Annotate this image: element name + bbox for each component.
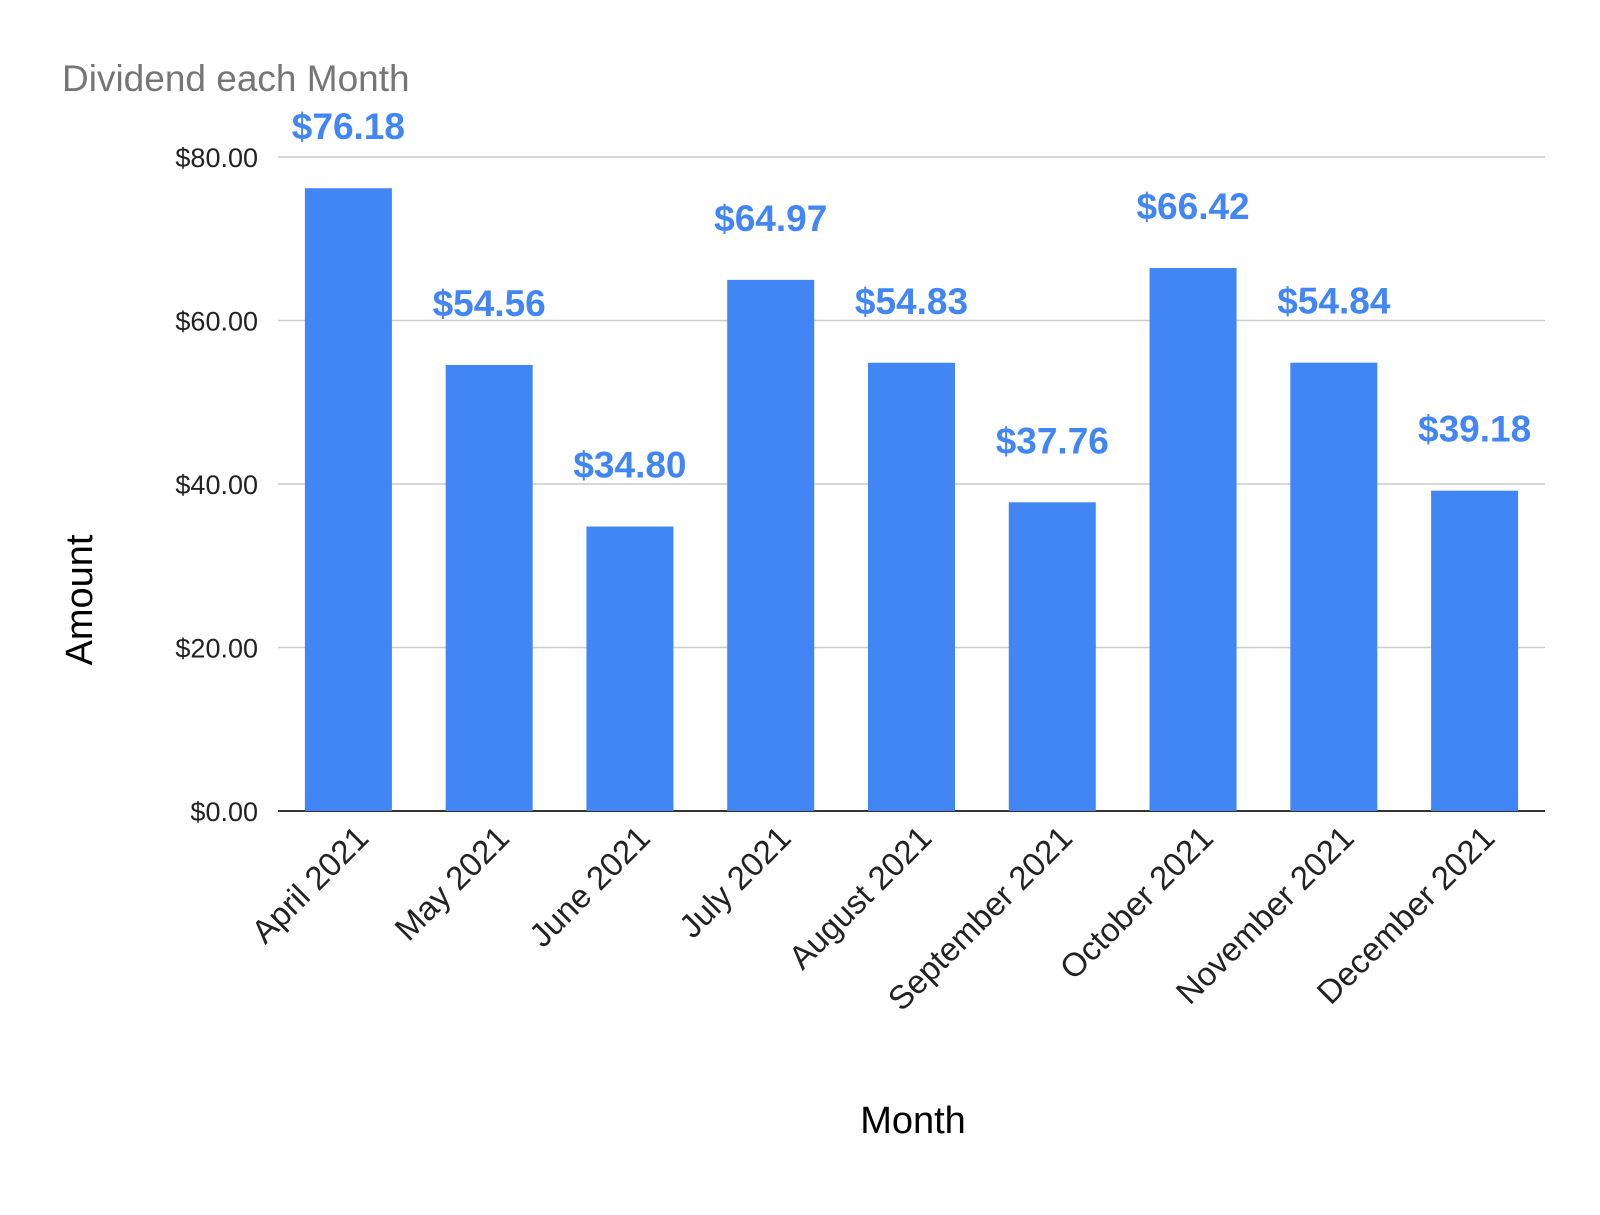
x-tick-label: May 2021 [387,819,516,948]
y-tick-label: $40.00 [175,470,258,500]
y-axis-ticks: $0.00 $20.00 $40.00 $60.00 $80.00 [175,143,258,827]
bars [304,188,1519,812]
x-tick-label: April 2021 [244,819,375,950]
x-axis-title: Month [860,1100,966,1142]
y-tick-label: $60.00 [175,307,258,337]
chart-title: Dividend each Month [62,58,410,99]
data-label: $54.56 [433,283,546,324]
y-axis-title: Amount [59,534,101,665]
x-tick-label: August 2021 [781,819,938,976]
data-label: $64.97 [714,198,827,239]
y-tick-label: $20.00 [175,634,258,664]
data-label: $76.18 [292,106,405,147]
data-label: $54.84 [1277,281,1391,322]
data-label: $34.80 [573,445,686,486]
data-label: $54.83 [855,281,968,322]
bar-5 [868,362,955,811]
data-label: $66.42 [1136,186,1249,227]
bar-2 [445,364,533,811]
bar-8 [1290,362,1378,811]
x-tick-label: June 2021 [522,819,657,954]
data-labels: $76.18 $54.56 $34.80 $64.97 $54.83 $37.76 $66.… [292,106,1531,485]
data-label: $37.76 [996,420,1109,461]
bar-4 [727,279,815,811]
bar-7 [1149,268,1237,812]
y-tick-label: $0.00 [190,797,258,827]
bar-9 [1431,490,1519,811]
x-axis-ticks: April 2021 May 2021 June 2021 July 2021Augu… [244,819,1501,1018]
bar-6 [1008,502,1096,811]
y-tick-label: $80.00 [175,143,258,173]
x-tick-label: July 2021 [672,819,798,945]
bar-1 [304,188,392,811]
bar-3 [586,526,674,811]
data-label: $39.18 [1418,409,1531,450]
